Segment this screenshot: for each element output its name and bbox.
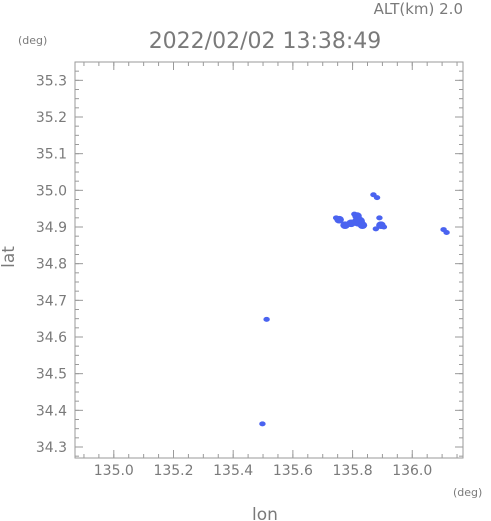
y-tick-label: 35.1 xyxy=(36,147,67,163)
y-tick-label: 35.0 xyxy=(36,183,67,199)
x-tick-label: 135.0 xyxy=(94,463,134,479)
y-tick-label: 34.7 xyxy=(36,293,67,309)
echo-point xyxy=(259,421,265,426)
y-tick-label: 34.6 xyxy=(36,330,67,346)
y-axis-title: lat xyxy=(0,246,19,268)
datetime-title: 2022/02/02 13:38:49 xyxy=(149,29,382,54)
y-tick-label: 34.3 xyxy=(36,440,67,456)
echo-point xyxy=(376,215,382,220)
echo-point xyxy=(263,317,269,322)
axis-ticks: 135.0 135.2 135.4 135.6 135.8 136.0 34.3 34.4 34… xyxy=(36,62,463,479)
echo-point xyxy=(358,221,368,229)
echo-point xyxy=(370,192,376,197)
y-tick-label: 34.5 xyxy=(36,367,67,383)
y-tick-label: 35.2 xyxy=(36,110,67,126)
y-tick-label: 34.4 xyxy=(36,403,67,419)
y-unit-label: (deg) xyxy=(18,34,47,47)
echo-point xyxy=(443,230,449,235)
y-tick-label: 35.3 xyxy=(36,73,67,89)
echo-points xyxy=(259,192,450,426)
echo-point xyxy=(351,212,357,217)
x-tick-label: 135.6 xyxy=(273,463,313,479)
altitude-label: ALT(km) 2.0 xyxy=(374,0,463,18)
echo-point xyxy=(381,225,387,230)
x-tick-label: 135.2 xyxy=(153,463,193,479)
echo-point xyxy=(333,215,339,220)
y-tick-label: 34.8 xyxy=(36,257,67,273)
plot-frame xyxy=(75,62,463,458)
x-axis-title: lon xyxy=(252,505,278,521)
y-tick-label: 34.9 xyxy=(36,220,67,236)
x-tick-label: 136.0 xyxy=(392,463,432,479)
x-tick-label: 135.4 xyxy=(213,463,253,479)
echo-point xyxy=(373,226,379,231)
x-tick-label: 135.8 xyxy=(333,463,373,479)
x-unit-label: (deg) xyxy=(453,486,482,499)
